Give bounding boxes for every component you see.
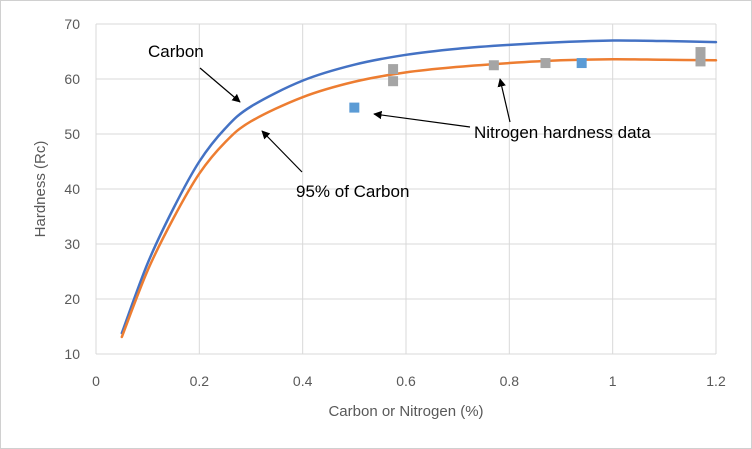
annotation-nitrogen: Nitrogen hardness data <box>474 123 651 142</box>
y-tick-label: 10 <box>64 346 80 362</box>
data-point <box>388 76 399 87</box>
y-tick-label: 30 <box>64 236 80 252</box>
x-tick-label: 0.2 <box>190 373 210 389</box>
x-tick-label: 0.6 <box>396 373 416 389</box>
data-point <box>388 64 399 75</box>
data-point <box>695 47 706 58</box>
x-tick-label: 1.2 <box>706 373 726 389</box>
x-axis-label: Carbon or Nitrogen (%) <box>328 403 483 420</box>
data-point <box>695 56 706 67</box>
series-line-95-percent-carbon <box>120 57 718 339</box>
annotation-carbon: Carbon <box>148 42 204 61</box>
data-point <box>488 60 499 71</box>
y-tick-label: 70 <box>64 16 80 32</box>
annotation-95-carbon: 95% of Carbon <box>296 182 409 201</box>
data-point <box>349 102 360 113</box>
annotation-arrow-nitrogen-2 <box>497 78 511 123</box>
y-tick-label: 40 <box>64 181 80 197</box>
annotation-arrow-nitrogen-1 <box>373 110 471 128</box>
data-point <box>576 58 587 69</box>
x-tick-label: 0.4 <box>293 373 313 389</box>
y-tick-label: 60 <box>64 71 80 87</box>
annotation-arrow-95-carbon <box>261 130 303 173</box>
x-tick-label: 1 <box>609 373 617 389</box>
annotation-arrow-carbon <box>199 67 241 103</box>
data-point <box>540 58 551 69</box>
y-axis-label: Hardness (Rc) <box>32 141 49 238</box>
y-tick-label: 20 <box>64 291 80 307</box>
y-tick-label: 50 <box>64 126 80 142</box>
x-tick-label: 0.8 <box>500 373 520 389</box>
series-line-carbon <box>120 39 718 335</box>
x-tick-label: 0 <box>92 373 100 389</box>
